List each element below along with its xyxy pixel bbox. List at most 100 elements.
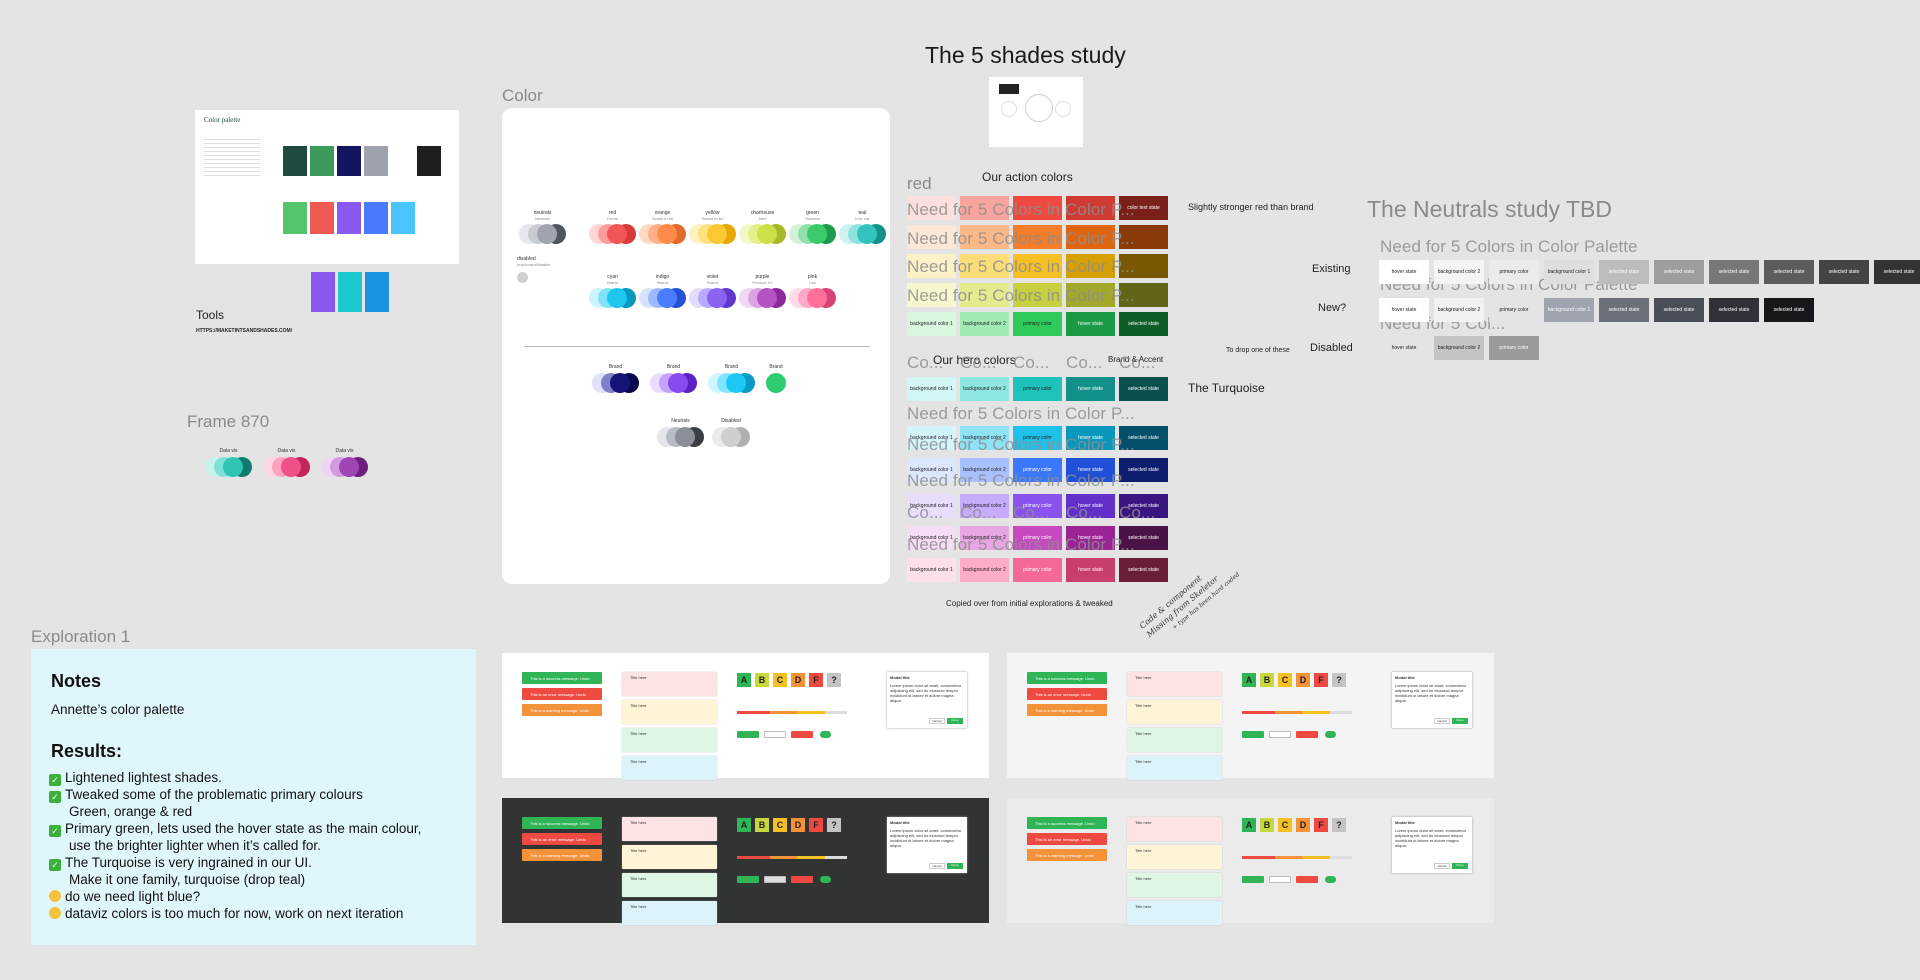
action-swatch[interactable] bbox=[960, 196, 1009, 220]
alert-box[interactable]: Title here bbox=[1127, 728, 1222, 752]
hero-swatch[interactable]: hover state bbox=[1066, 458, 1115, 482]
cluster-disabled[interactable]: disabled text/control/disable bbox=[517, 256, 550, 283]
hero-swatch[interactable]: background color 2 bbox=[960, 558, 1009, 582]
action-swatch[interactable]: primary color bbox=[1013, 312, 1062, 336]
action-swatch[interactable] bbox=[907, 225, 956, 249]
alert-box[interactable]: Title here bbox=[622, 873, 717, 897]
neutral-existing-swatch[interactable]: hover state bbox=[1379, 260, 1429, 284]
alert-box[interactable]: Title here bbox=[622, 756, 717, 780]
modal-cancel-button[interactable]: Cancel bbox=[1434, 863, 1450, 869]
status-button[interactable] bbox=[1242, 731, 1264, 738]
cluster-brand-0[interactable]: Brand bbox=[587, 364, 644, 393]
toast[interactable]: This is an error message. Undo bbox=[1027, 833, 1107, 845]
cluster-neutrals[interactable]: Neutrals bbox=[652, 418, 709, 447]
action-swatch[interactable]: background color 2 bbox=[960, 312, 1009, 336]
neutral-new-swatch[interactable]: selected state bbox=[1654, 298, 1704, 322]
action-swatch[interactable]: hover state bbox=[1066, 312, 1115, 336]
alert-box[interactable]: Title here bbox=[1127, 817, 1222, 841]
neutral-existing-swatch[interactable]: selected state bbox=[1654, 260, 1704, 284]
neutral-button[interactable] bbox=[1269, 876, 1291, 883]
hero-swatch[interactable]: background color 1 bbox=[907, 377, 956, 401]
hero-swatch[interactable]: background color 2 bbox=[960, 494, 1009, 518]
neutral-new-swatch[interactable]: background color 2 bbox=[1434, 298, 1484, 322]
action-swatch[interactable] bbox=[907, 196, 956, 220]
hero-swatch[interactable]: primary color bbox=[1013, 458, 1062, 482]
action-swatch[interactable]: selected state bbox=[1119, 312, 1168, 336]
preview-dark[interactable]: This is a success message. Undo This is a… bbox=[502, 798, 989, 925]
hero-swatch[interactable]: selected state bbox=[1119, 426, 1168, 450]
toggle[interactable] bbox=[820, 731, 831, 738]
hero-swatch[interactable]: primary color bbox=[1013, 526, 1062, 550]
action-swatch[interactable] bbox=[1066, 254, 1115, 278]
neutral-existing-swatch[interactable]: background color 2 bbox=[1434, 260, 1484, 284]
neutral-existing-swatch[interactable]: selected state bbox=[1764, 260, 1814, 284]
modal-ok-button[interactable]: Done bbox=[947, 863, 963, 869]
neutral-disabled-swatch[interactable]: background color 2 bbox=[1434, 336, 1484, 360]
status-button[interactable] bbox=[737, 876, 759, 883]
action-swatch[interactable]: background color 1 bbox=[907, 312, 956, 336]
neutral-button[interactable] bbox=[764, 876, 786, 883]
hero-swatch[interactable]: selected state bbox=[1119, 494, 1168, 518]
neutral-new-swatch[interactable]: hover state bbox=[1379, 298, 1429, 322]
neutral-existing-swatch[interactable]: primary color bbox=[1489, 260, 1539, 284]
cluster-chartreuse[interactable]: chartreuse Alert bbox=[734, 210, 791, 244]
alert-box[interactable]: Title here bbox=[622, 845, 717, 869]
hero-swatch[interactable]: selected state bbox=[1119, 458, 1168, 482]
toggle[interactable] bbox=[1325, 731, 1336, 738]
cluster-red[interactable]: red Errors bbox=[584, 210, 641, 244]
alert-box[interactable]: Title here bbox=[1127, 845, 1222, 869]
action-swatch[interactable] bbox=[1119, 283, 1168, 307]
hero-swatch[interactable]: hover state bbox=[1066, 526, 1115, 550]
modal[interactable]: Modal title Lorem ipsum dolor sit amet, c… bbox=[1392, 817, 1472, 873]
neutral-new-swatch[interactable]: selected state bbox=[1599, 298, 1649, 322]
alert-box[interactable]: Title here bbox=[1127, 756, 1222, 780]
toast[interactable]: This is a warning message. Undo bbox=[1027, 849, 1107, 861]
cluster-brand-3[interactable]: Brand bbox=[761, 364, 791, 393]
hero-swatch[interactable]: background color 1 bbox=[907, 558, 956, 582]
action-swatch[interactable] bbox=[960, 283, 1009, 307]
hero-swatch[interactable]: primary color bbox=[1013, 426, 1062, 450]
hero-swatch[interactable]: hover state bbox=[1066, 494, 1115, 518]
hero-swatch[interactable]: primary color bbox=[1013, 494, 1062, 518]
action-swatch[interactable] bbox=[1013, 283, 1062, 307]
color-frame[interactable]: neutrals Neutrals disabled text/control/dis… bbox=[502, 108, 890, 584]
toast[interactable]: This is a success message. Undo bbox=[1027, 672, 1107, 684]
neutral-existing-swatch[interactable]: selected state bbox=[1819, 260, 1869, 284]
cluster-yellow[interactable]: yellow Saved to be bbox=[684, 210, 741, 244]
modal-cancel-button[interactable]: Cancel bbox=[1434, 718, 1450, 724]
cluster-data-vis-2[interactable]: Data vis bbox=[316, 448, 373, 477]
cluster-neutrals[interactable]: neutrals Neutrals bbox=[514, 210, 571, 244]
hero-swatch[interactable]: background color 1 bbox=[907, 426, 956, 450]
alert-box[interactable]: Title here bbox=[622, 672, 717, 696]
action-swatch[interactable] bbox=[1013, 225, 1062, 249]
hero-swatch[interactable]: hover state bbox=[1066, 377, 1115, 401]
cluster-data-vis-0[interactable]: Data vis bbox=[200, 448, 257, 477]
alert-box[interactable]: Title here bbox=[622, 700, 717, 724]
toast[interactable]: This is a success message. Undo bbox=[522, 817, 602, 829]
modal[interactable]: Modal title Lorem ipsum dolor sit amet, c… bbox=[1392, 672, 1472, 728]
toast[interactable]: This is a success message. Undo bbox=[1027, 817, 1107, 829]
modal-ok-button[interactable]: Done bbox=[947, 718, 963, 724]
status-button[interactable] bbox=[1242, 876, 1264, 883]
action-swatch[interactable] bbox=[1119, 254, 1168, 278]
hero-swatch[interactable]: background color 1 bbox=[907, 526, 956, 550]
modal-cancel-button[interactable]: Cancel bbox=[929, 718, 945, 724]
action-swatch[interactable] bbox=[1066, 196, 1115, 220]
cluster-brand-1[interactable]: Brand bbox=[645, 364, 702, 393]
cluster-disabled[interactable]: Disabled bbox=[707, 418, 755, 447]
danger-button[interactable] bbox=[791, 731, 813, 738]
cluster-brand-2[interactable]: Brand bbox=[703, 364, 760, 393]
modal-ok-button[interactable]: Done bbox=[1452, 718, 1468, 724]
toggle[interactable] bbox=[1325, 876, 1336, 883]
action-swatch[interactable] bbox=[907, 283, 956, 307]
toggle[interactable] bbox=[820, 876, 831, 883]
neutral-button[interactable] bbox=[1269, 731, 1291, 738]
neutral-disabled-swatch[interactable]: hover state bbox=[1379, 336, 1429, 360]
palette-doc-card[interactable]: Color palette bbox=[195, 110, 459, 264]
danger-button[interactable] bbox=[791, 876, 813, 883]
alert-box[interactable]: Title here bbox=[622, 728, 717, 752]
toast[interactable]: This is an error message. Undo bbox=[1027, 688, 1107, 700]
cluster-indigo[interactable]: indigo Brand bbox=[634, 274, 691, 308]
modal-ok-button[interactable]: Done bbox=[1452, 863, 1468, 869]
preview-grey[interactable]: This is a success message. Undo This is a… bbox=[1007, 653, 1494, 780]
